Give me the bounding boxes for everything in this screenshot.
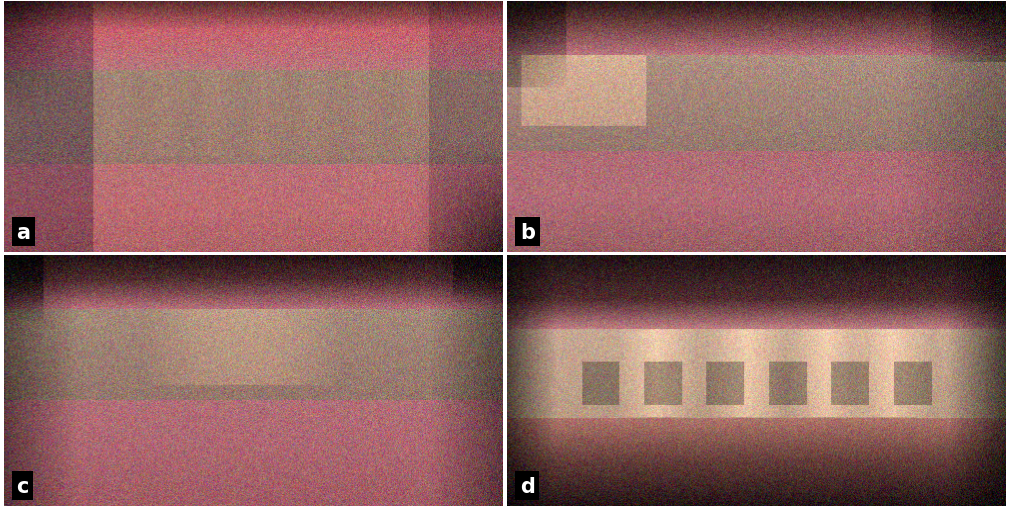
Text: c: c [16,476,29,496]
Text: b: b [520,222,535,242]
Text: a: a [16,222,30,242]
Text: d: d [520,476,535,496]
